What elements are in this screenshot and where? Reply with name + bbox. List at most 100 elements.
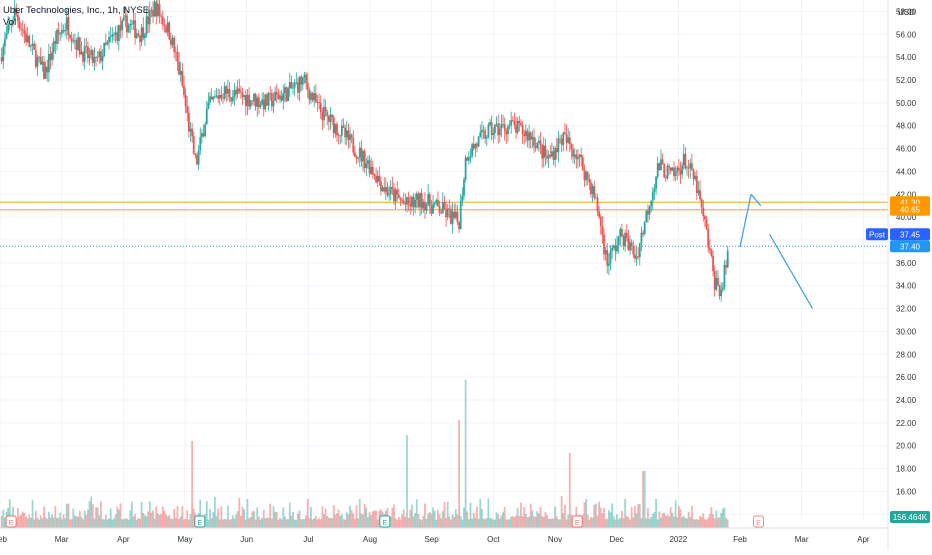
candle[interactable] [472,144,475,149]
candle[interactable] [31,43,34,46]
candle[interactable] [297,82,299,93]
candle[interactable] [464,157,467,180]
candle[interactable] [577,157,579,160]
candle-layer[interactable] [0,0,729,302]
candle[interactable] [564,132,566,135]
candle[interactable] [490,122,493,136]
candle[interactable] [586,171,589,180]
candle[interactable] [454,211,457,218]
candle[interactable] [155,1,158,17]
candle[interactable] [230,97,233,102]
candle[interactable] [295,82,298,84]
candle[interactable] [629,242,631,251]
candle[interactable] [122,17,125,21]
candle[interactable] [502,124,504,125]
candle[interactable] [7,24,10,34]
candle[interactable] [503,124,506,131]
candle[interactable] [536,142,539,148]
candle[interactable] [95,57,97,58]
candle[interactable] [420,192,423,209]
candle[interactable] [130,23,133,25]
candle[interactable] [686,167,688,169]
candle[interactable] [594,197,597,199]
candle[interactable] [529,132,532,140]
candle[interactable] [721,287,724,290]
candle[interactable] [184,94,187,107]
candle[interactable] [253,93,255,102]
candle[interactable] [619,229,622,238]
candle[interactable] [640,232,643,244]
candle[interactable] [656,163,659,177]
candle[interactable] [425,204,428,211]
candle[interactable] [153,1,156,17]
candle[interactable] [651,191,654,201]
candle[interactable] [38,56,40,58]
candle[interactable] [340,125,343,136]
candle[interactable] [521,125,524,135]
candle[interactable] [552,151,555,160]
candle[interactable] [383,187,386,192]
candle[interactable] [565,134,568,143]
candle[interactable] [415,193,418,200]
candle[interactable] [18,21,21,29]
candle[interactable] [145,16,148,35]
candle[interactable] [196,155,198,165]
candle[interactable] [163,24,166,27]
candle[interactable] [599,216,602,227]
candle[interactable] [542,145,545,159]
candle[interactable] [318,102,320,103]
candle[interactable] [515,125,517,133]
candle[interactable] [702,207,705,217]
candle[interactable] [441,202,444,213]
candle[interactable] [676,167,679,173]
candle[interactable] [352,137,355,153]
candle[interactable] [96,56,99,58]
candle[interactable] [414,199,417,208]
candle[interactable] [34,49,37,67]
candle[interactable] [266,94,268,106]
candle[interactable] [609,250,612,264]
candle[interactable] [500,124,503,129]
candle[interactable] [3,38,6,47]
candle[interactable] [616,245,618,252]
candle[interactable] [412,196,415,208]
candle[interactable] [36,57,39,67]
candle[interactable] [135,33,138,39]
candle[interactable] [30,45,32,47]
candle[interactable] [399,198,402,201]
candle[interactable] [664,177,667,179]
candle[interactable] [440,212,443,214]
candle[interactable] [443,202,446,210]
candle[interactable] [194,153,197,156]
candle[interactable] [635,256,638,259]
candle[interactable] [54,41,57,44]
candle[interactable] [494,124,496,133]
earnings-marker-icon[interactable] [753,515,764,528]
candle[interactable] [88,54,91,59]
candle[interactable] [244,95,247,107]
candle[interactable] [393,188,395,202]
candle[interactable] [168,22,171,40]
candle[interactable] [290,81,293,89]
candle[interactable] [191,128,194,137]
candle[interactable] [179,71,182,75]
candle[interactable] [189,128,192,132]
candle[interactable] [508,125,511,127]
candle[interactable] [306,82,309,90]
candle[interactable] [518,120,521,124]
candle[interactable] [327,116,330,122]
candle[interactable] [199,137,202,151]
candle[interactable] [402,200,405,204]
candle[interactable] [484,130,487,139]
candle[interactable] [376,175,379,183]
candle[interactable] [132,20,135,24]
candle[interactable] [410,196,413,207]
candle[interactable] [93,57,96,63]
candle[interactable] [2,46,5,62]
candle[interactable] [108,37,110,42]
candle[interactable] [409,203,412,207]
candle[interactable] [303,74,306,78]
candle[interactable] [401,200,404,201]
candle[interactable] [183,85,185,95]
candle[interactable] [142,27,145,39]
